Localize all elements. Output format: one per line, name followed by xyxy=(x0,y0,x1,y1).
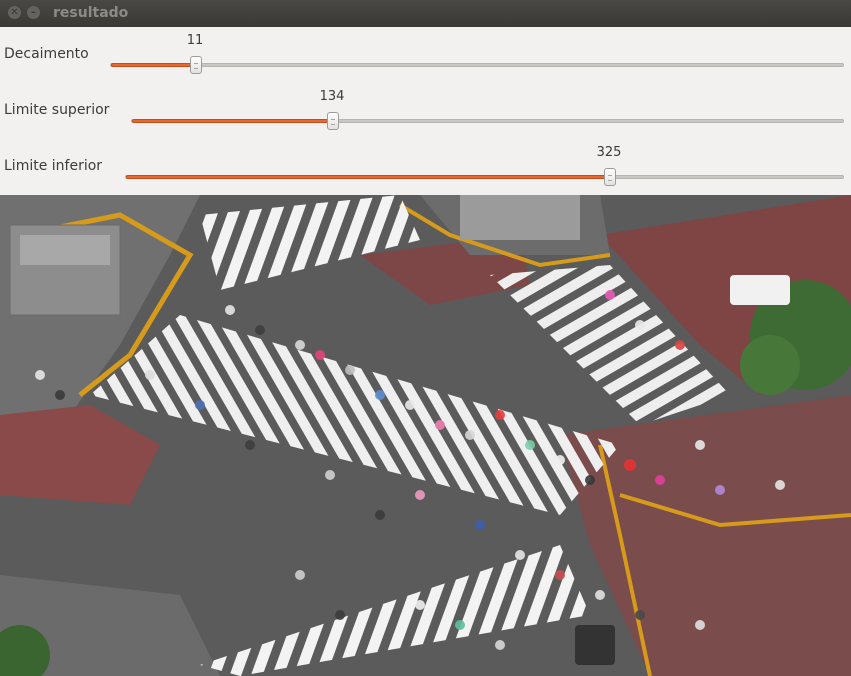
title-bar: ✕ – resultado xyxy=(0,0,851,27)
slider-thumb[interactable] xyxy=(190,56,202,74)
slider-label: Limite inferior xyxy=(4,158,103,174)
slider-row-decaimento: Decaimento 11 xyxy=(0,27,851,83)
window-title: resultado xyxy=(53,5,129,21)
slider-fill xyxy=(126,175,610,179)
result-image xyxy=(0,195,851,676)
crosswalk-photo xyxy=(0,195,851,676)
slider-thumb[interactable] xyxy=(327,112,339,130)
slider-value: 134 xyxy=(319,89,345,104)
limite-superior-slider[interactable] xyxy=(131,112,844,130)
slider-value: 325 xyxy=(596,145,622,160)
slider-row-limite-superior: Limite superior 134 xyxy=(0,83,851,139)
slider-row-limite-inferior: Limite inferior 325 xyxy=(0,139,851,195)
slider-fill xyxy=(132,119,333,123)
slider-fill xyxy=(111,63,196,67)
limite-inferior-slider[interactable] xyxy=(125,168,844,186)
controls-panel: Decaimento 11 Limite superior 134 Limite… xyxy=(0,27,851,195)
slider-label: Limite superior xyxy=(4,102,110,118)
close-button[interactable]: ✕ xyxy=(8,6,21,19)
slider-value: 11 xyxy=(186,33,204,48)
decaimento-slider[interactable] xyxy=(110,56,844,74)
slider-label: Decaimento xyxy=(4,46,89,62)
slider-thumb[interactable] xyxy=(604,168,616,186)
minimize-button[interactable]: – xyxy=(27,6,40,19)
